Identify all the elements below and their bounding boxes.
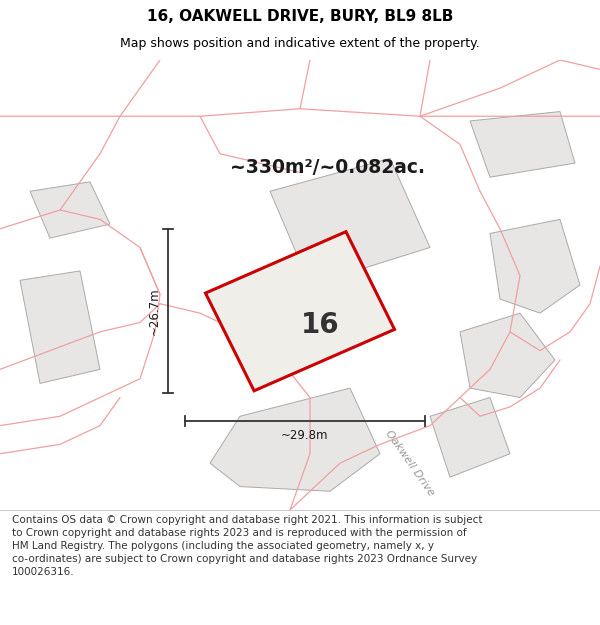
Polygon shape — [210, 388, 380, 491]
Polygon shape — [430, 398, 510, 478]
Polygon shape — [470, 111, 575, 178]
Text: ~330m²/~0.082ac.: ~330m²/~0.082ac. — [230, 158, 425, 177]
Text: 16, OAKWELL DRIVE, BURY, BL9 8LB: 16, OAKWELL DRIVE, BURY, BL9 8LB — [147, 9, 453, 24]
Polygon shape — [205, 232, 395, 391]
Text: ~29.8m: ~29.8m — [281, 429, 329, 442]
Polygon shape — [30, 182, 110, 238]
Polygon shape — [270, 158, 430, 285]
Polygon shape — [460, 313, 555, 398]
Text: 16: 16 — [301, 311, 340, 339]
Text: ~26.7m: ~26.7m — [148, 287, 161, 334]
Text: Map shows position and indicative extent of the property.: Map shows position and indicative extent… — [120, 37, 480, 50]
Text: Contains OS data © Crown copyright and database right 2021. This information is : Contains OS data © Crown copyright and d… — [12, 514, 482, 578]
Text: Oakwell Drive: Oakwell Drive — [383, 428, 436, 498]
Polygon shape — [490, 219, 580, 313]
Polygon shape — [20, 271, 100, 383]
